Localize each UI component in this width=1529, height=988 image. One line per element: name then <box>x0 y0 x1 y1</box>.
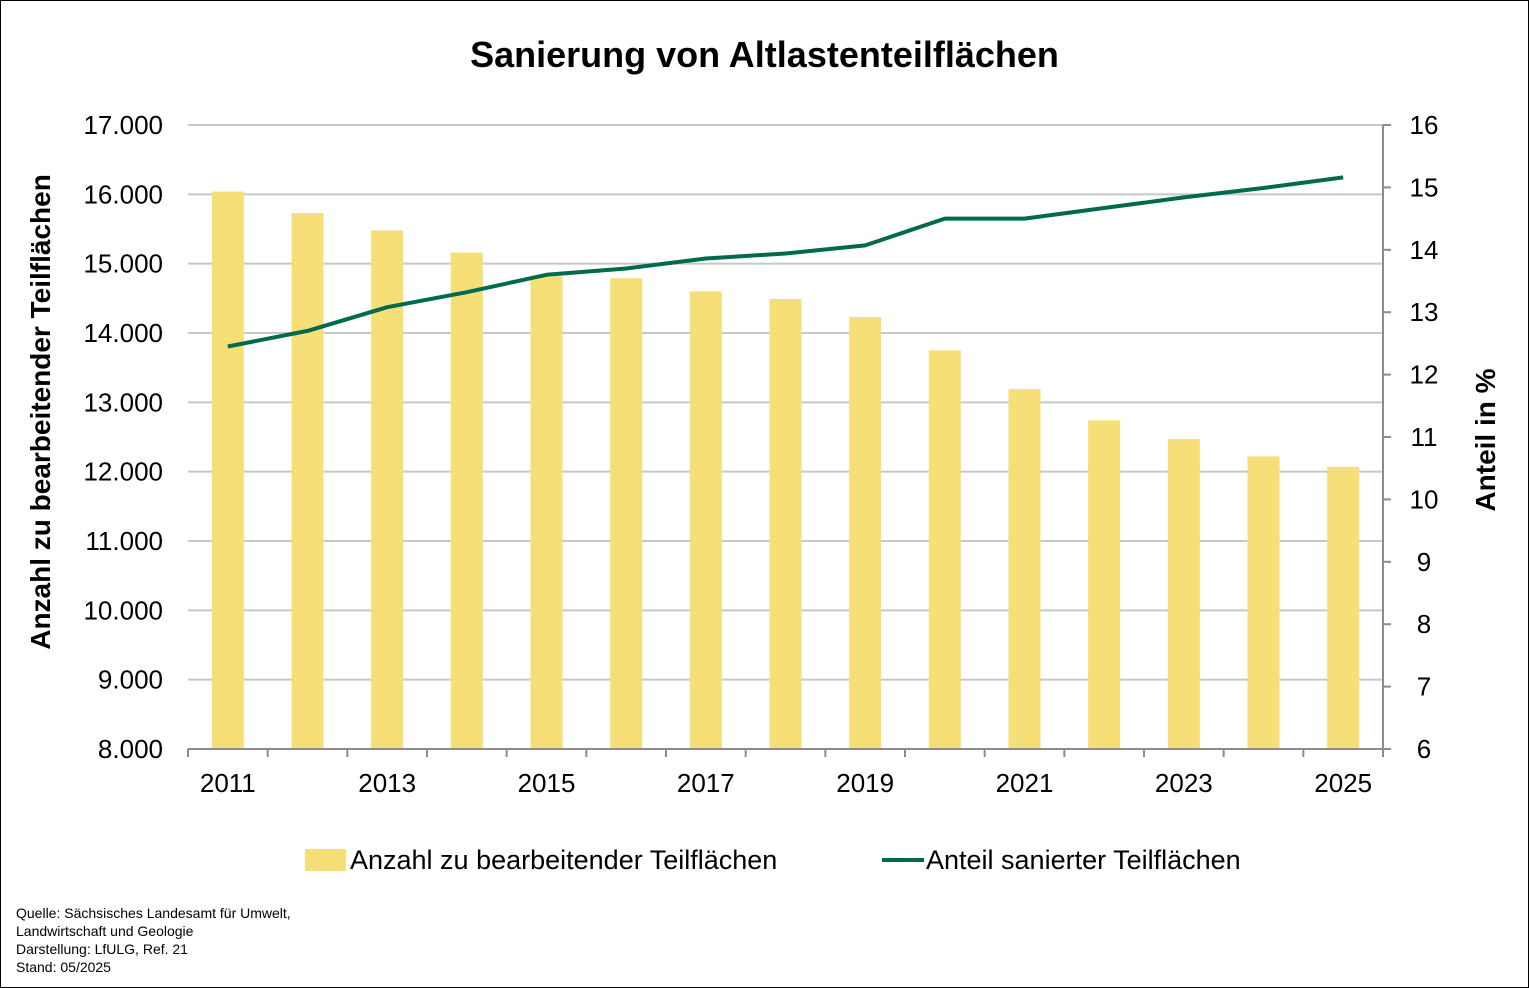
x-tick-label: 2023 <box>1155 768 1213 798</box>
y2-tick-label: 16 <box>1410 110 1439 140</box>
legend: Anzahl zu bearbeitender Teilflächen Ante… <box>305 845 1241 875</box>
bar <box>610 278 643 749</box>
y-axis-ticks: 8.000 9.000 10.000 11.000 12.000 13.000 14.000… <box>83 110 163 764</box>
bar <box>689 291 722 749</box>
source-line: Quelle: Sächsisches Landesamt für Umwelt… <box>16 905 291 921</box>
y2-tick-label: 13 <box>1410 297 1439 327</box>
x-tick-label: 2025 <box>1314 768 1372 798</box>
x-tick-label: 2015 <box>518 768 576 798</box>
y2-tick-label: 12 <box>1410 360 1439 390</box>
bar <box>371 230 404 750</box>
y2-tick-label: 14 <box>1410 235 1439 265</box>
source-line: Landwirtschaft und Geologie <box>16 923 194 939</box>
x-tick-label: 2013 <box>358 768 416 798</box>
y2-axis-title: Anteil in % <box>1470 368 1501 511</box>
y2-tick-label: 8 <box>1417 609 1431 639</box>
y2-tick-label: 7 <box>1417 672 1431 702</box>
y-tick-label: 14.000 <box>83 318 163 348</box>
y-tick-label: 12.000 <box>83 457 163 487</box>
x-tick-label: 2019 <box>836 768 894 798</box>
source-line: Stand: 05/2025 <box>16 959 111 975</box>
bar <box>291 213 324 749</box>
bar <box>1167 439 1200 749</box>
bar <box>1327 466 1360 749</box>
x-axis-ticks: 2011 2013 2015 2017 2019 2021 2023 2025 <box>200 768 1372 798</box>
source-line: Darstellung: LfULG, Ref. 21 <box>16 941 188 957</box>
y-tick-label: 16.000 <box>83 179 163 209</box>
y-tick-label: 9.000 <box>98 665 163 695</box>
y-tick-label: 10.000 <box>83 595 163 625</box>
bar <box>849 317 882 749</box>
x-tick-label: 2011 <box>200 768 256 798</box>
legend-swatch-bar <box>305 849 346 871</box>
y2-tick-label: 6 <box>1417 734 1431 764</box>
bar <box>211 191 244 749</box>
bar <box>769 299 802 749</box>
bar <box>928 350 961 749</box>
y-tick-label: 11.000 <box>85 526 163 556</box>
y-tick-label: 15.000 <box>83 249 163 279</box>
bar <box>450 252 483 749</box>
line-series <box>227 175 1344 349</box>
bar <box>530 276 563 749</box>
legend-label-line: Anteil sanierter Teilflächen <box>926 845 1241 875</box>
x-tick-label: 2017 <box>677 768 735 798</box>
series-line <box>227 175 1344 349</box>
y-tick-label: 8.000 <box>98 734 163 764</box>
bar <box>1088 420 1121 749</box>
chart-title: Sanierung von Altlastenteilflächen <box>470 34 1059 75</box>
y2-tick-label: 10 <box>1410 484 1439 514</box>
y2-tick-label: 9 <box>1417 547 1431 577</box>
y-tick-label: 17.000 <box>83 110 163 140</box>
legend-label-bar: Anzahl zu bearbeitender Teilflächen <box>350 845 777 875</box>
y2-tick-label: 15 <box>1410 172 1439 202</box>
bar <box>1247 456 1280 749</box>
y2-axis-ticks: 6 7 8 9 10 11 12 13 14 15 16 <box>1410 110 1439 764</box>
bar-series <box>211 191 1360 750</box>
bar <box>1008 389 1041 749</box>
y-axis-title: Anzahl zu bearbeitender Teilflächen <box>25 174 56 650</box>
source-note: Quelle: Sächsisches Landesamt für Umwelt… <box>16 904 291 976</box>
axes <box>187 124 1391 757</box>
y-tick-label: 13.000 <box>83 387 163 417</box>
y2-tick-label: 11 <box>1411 422 1438 452</box>
x-tick-label: 2021 <box>996 768 1054 798</box>
